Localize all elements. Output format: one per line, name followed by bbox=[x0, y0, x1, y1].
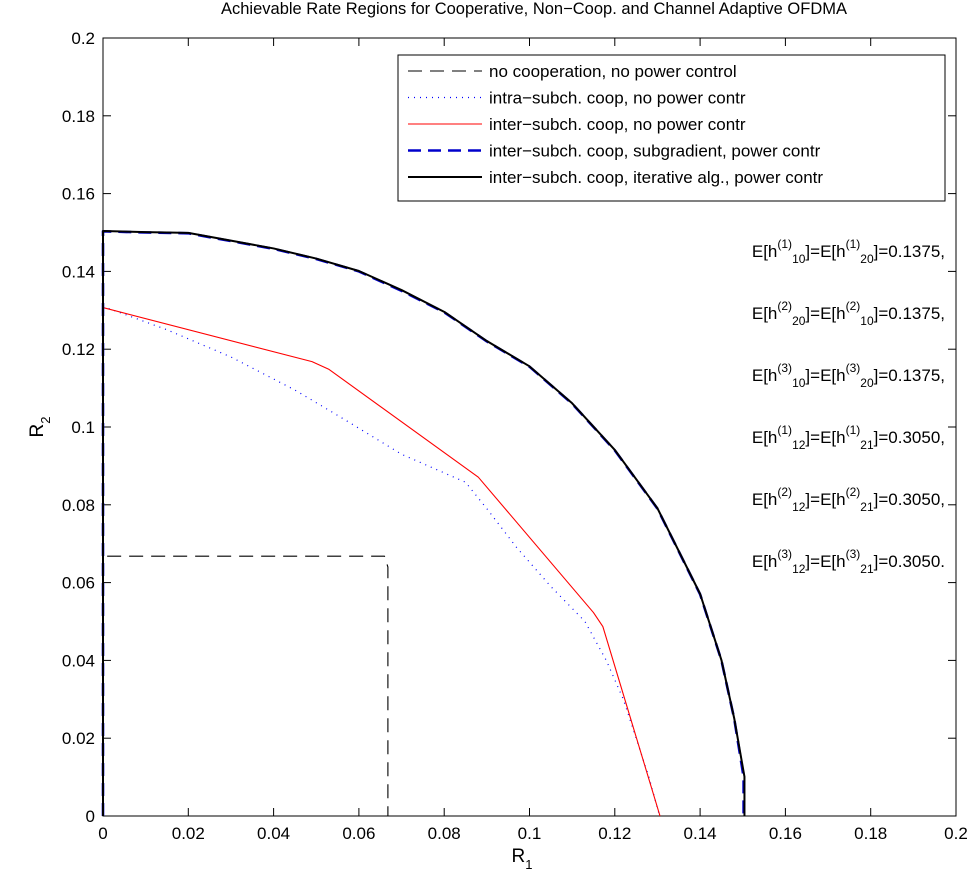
y-tick-label: 0 bbox=[86, 807, 95, 826]
x-tick-label: 0.02 bbox=[172, 824, 205, 843]
series-line-5 bbox=[102, 229, 746, 816]
y-tick-label: 0.08 bbox=[62, 496, 95, 515]
y-tick-label: 0.12 bbox=[62, 340, 95, 359]
annotation-3: E[h(3)10]=E[h(3)20]=0.1375, bbox=[752, 361, 945, 390]
x-tick-label: 0.1 bbox=[518, 824, 542, 843]
legend-box bbox=[397, 54, 946, 202]
legend-label-4: inter−subch. coop, subgradient, power co… bbox=[489, 142, 821, 161]
series-line-1 bbox=[102, 555, 389, 816]
chart-title: Achievable Rate Regions for Cooperative,… bbox=[221, 0, 847, 18]
y-tick-label: 0.16 bbox=[62, 185, 95, 204]
legend-label-3: inter−subch. coop, no power contr bbox=[489, 115, 746, 134]
x-tick-label: 0.16 bbox=[769, 824, 802, 843]
legend-label-5: inter−subch. coop, iterative alg., power… bbox=[489, 168, 823, 187]
y-tick-label: 0.02 bbox=[62, 729, 95, 748]
x-tick-label: 0.06 bbox=[342, 824, 375, 843]
annotation-2: E[h(2)20]=E[h(2)10]=0.1375, bbox=[752, 299, 945, 328]
annotation-4: E[h(1)12]=E[h(1)21]=0.3050, bbox=[752, 423, 945, 452]
y-tick-label: 0.14 bbox=[62, 262, 95, 281]
x-tick-label: 0.08 bbox=[428, 824, 461, 843]
series-line-3 bbox=[102, 307, 661, 817]
y-tick-label: 0.1 bbox=[71, 418, 95, 437]
annotation-5: E[h(2)12]=E[h(2)21]=0.3050, bbox=[752, 485, 945, 514]
x-tick-label: 0 bbox=[98, 824, 107, 843]
legend: no cooperation, no power control intra−su… bbox=[397, 54, 946, 202]
y-tick-label: 0.2 bbox=[71, 29, 95, 48]
channel-gain-annotations: E[h(1)10]=E[h(1)20]=0.1375, E[h(2)20]=E[h… bbox=[752, 237, 945, 576]
y-axis-label: R2 bbox=[27, 417, 53, 438]
legend-label-1: no cooperation, no power control bbox=[489, 62, 737, 81]
y-tick-label: 0.06 bbox=[62, 574, 95, 593]
x-tick-label: 0.18 bbox=[854, 824, 887, 843]
x-axis-label: R1 bbox=[512, 846, 533, 872]
y-tick-label: 0.18 bbox=[62, 107, 95, 126]
x-tick-label: 0.2 bbox=[944, 824, 968, 843]
x-tick-label: 0.12 bbox=[598, 824, 631, 843]
series-line-2 bbox=[102, 305, 661, 817]
y-tick-label: 0.04 bbox=[62, 651, 95, 670]
legend-label-2: intra−subch. coop, no power contr bbox=[489, 89, 746, 108]
x-tick-label: 0.04 bbox=[257, 824, 290, 843]
axis-ticks: 0 0.02 0.04 0.06 0.08 0.1 0.12 0.14 0.16 0.18 0.2 0… bbox=[62, 29, 968, 843]
series-layer bbox=[101, 229, 746, 817]
annotation-6: E[h(3)12]=E[h(3)21]=0.3050. bbox=[752, 547, 945, 576]
annotation-1: E[h(1)10]=E[h(1)20]=0.1375, bbox=[752, 237, 945, 266]
x-tick-label: 0.14 bbox=[684, 824, 717, 843]
